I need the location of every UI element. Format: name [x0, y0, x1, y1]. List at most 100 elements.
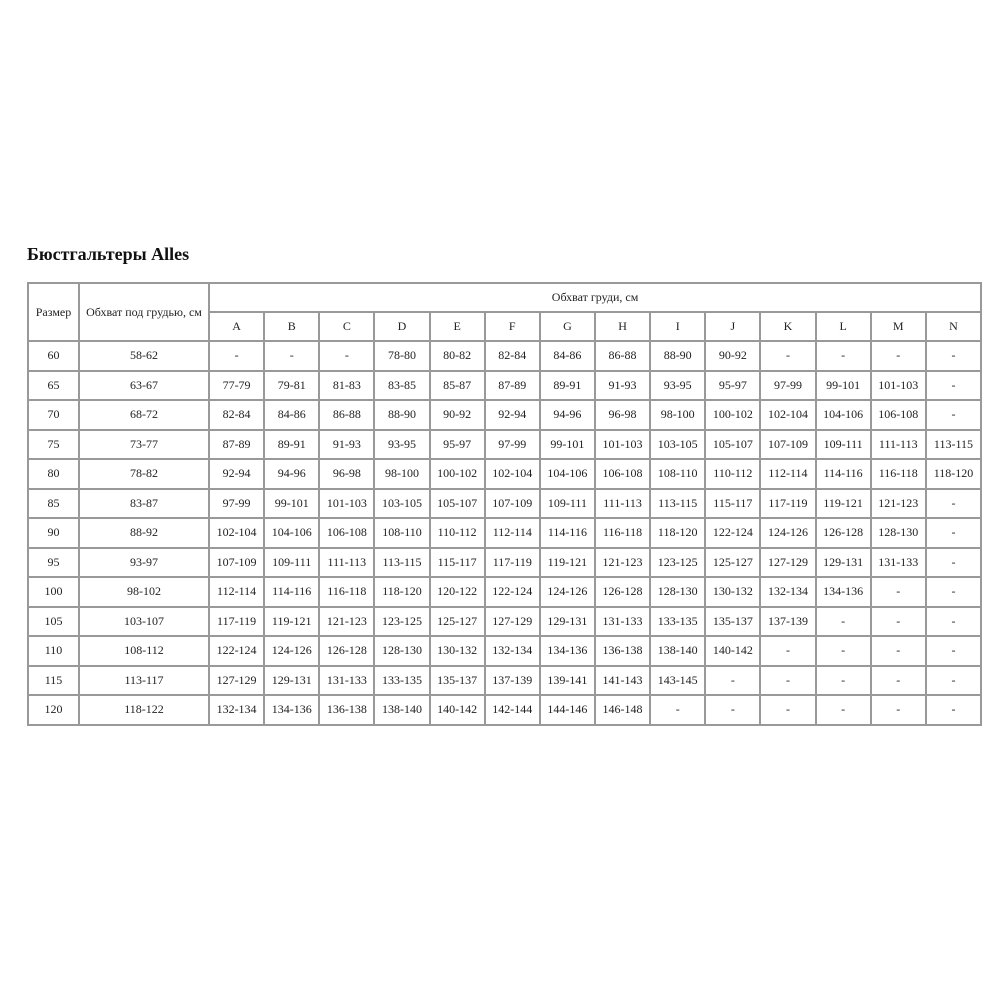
cell-bust-k: 112-114 — [759, 458, 817, 490]
table-row: 90 88-92 102-104 104-106 106-108 108-110 110-1… — [27, 517, 983, 549]
cell-bust-m: - — [869, 340, 927, 372]
cell-bust-j: 110-112 — [704, 458, 762, 490]
cell-bust-f: 92-94 — [483, 399, 541, 431]
cell-bust-j: 140-142 — [704, 635, 762, 667]
header-cup-i: I — [649, 311, 707, 342]
size-chart-table: Размер Обхват под грудью, см Обхват груд… — [27, 282, 983, 726]
cell-underbust: 83-87 — [78, 487, 210, 519]
cell-bust-a: 102-104 — [207, 517, 266, 549]
cell-underbust: 63-67 — [78, 369, 210, 401]
cell-bust-a: 77-79 — [207, 369, 266, 401]
header-cup-n: N — [924, 311, 983, 342]
cell-bust-i: 88-90 — [649, 340, 707, 372]
cell-bust-i: - — [649, 694, 707, 726]
cell-bust-j: 115-117 — [704, 487, 762, 519]
cell-bust-c: 121-123 — [318, 605, 376, 637]
cell-bust-b: - — [263, 340, 321, 372]
cell-bust-b: 79-81 — [263, 369, 321, 401]
cell-bust-k: 132-134 — [759, 576, 817, 608]
cell-bust-n: - — [924, 576, 983, 608]
cell-size: 115 — [27, 664, 80, 696]
cell-bust-k: - — [759, 340, 817, 372]
cell-bust-i: 123-125 — [649, 546, 707, 578]
table-row: 115 113-117 127-129 129-131 131-133 133-135 13… — [27, 664, 983, 696]
cell-bust-e: 105-107 — [428, 487, 486, 519]
cell-bust-k: 102-104 — [759, 399, 817, 431]
cell-bust-n: - — [924, 340, 983, 372]
cell-underbust: 88-92 — [78, 517, 210, 549]
cell-bust-n: - — [924, 635, 983, 667]
cell-bust-i: 93-95 — [649, 369, 707, 401]
header-bust: Обхват груди, см — [207, 282, 983, 313]
header-cup-l: L — [814, 311, 872, 342]
cell-bust-f: 102-104 — [483, 458, 541, 490]
cell-bust-g: 114-116 — [538, 517, 596, 549]
cell-bust-n: 118-120 — [924, 458, 983, 490]
cell-bust-f: 112-114 — [483, 517, 541, 549]
cell-bust-a: 112-114 — [207, 576, 266, 608]
cell-bust-f: 142-144 — [483, 694, 541, 726]
header-cup-h: H — [593, 311, 652, 342]
table-body: 60 58-62- - -78-80 80-82 82-84 84-86 86-88 88-90… — [27, 340, 983, 726]
cell-bust-e: 110-112 — [428, 517, 486, 549]
cell-bust-k: 127-129 — [759, 546, 817, 578]
cell-bust-g: 99-101 — [538, 428, 596, 460]
cell-bust-d: 128-130 — [373, 635, 431, 667]
cell-bust-l: - — [814, 664, 872, 696]
cell-bust-c: 101-103 — [318, 487, 376, 519]
cell-bust-b: 94-96 — [263, 458, 321, 490]
cell-bust-d: 88-90 — [373, 399, 431, 431]
cell-bust-i: 103-105 — [649, 428, 707, 460]
cell-bust-d: 78-80 — [373, 340, 431, 372]
cell-bust-a: 132-134 — [207, 694, 266, 726]
cell-underbust: 68-72 — [78, 399, 210, 431]
cell-bust-d: 108-110 — [373, 517, 431, 549]
cell-bust-n: - — [924, 664, 983, 696]
cell-bust-h: 91-93 — [593, 369, 652, 401]
cell-bust-j: 100-102 — [704, 399, 762, 431]
cell-bust-l: 114-116 — [814, 458, 872, 490]
header-cup-j: J — [704, 311, 762, 342]
cell-bust-g: 89-91 — [538, 369, 596, 401]
cell-bust-e: 140-142 — [428, 694, 486, 726]
cell-bust-j: 130-132 — [704, 576, 762, 608]
cell-bust-h: 121-123 — [593, 546, 652, 578]
cell-bust-c: 126-128 — [318, 635, 376, 667]
cell-bust-l: 104-106 — [814, 399, 872, 431]
cell-bust-f: 107-109 — [483, 487, 541, 519]
cell-size: 105 — [27, 605, 80, 637]
cell-bust-b: 124-126 — [263, 635, 321, 667]
cell-bust-d: 83-85 — [373, 369, 431, 401]
cell-underbust: 118-122 — [78, 694, 210, 726]
cell-bust-d: 118-120 — [373, 576, 431, 608]
cell-bust-i: 128-130 — [649, 576, 707, 608]
cell-bust-h: 96-98 — [593, 399, 652, 431]
cell-underbust: 108-112 — [78, 635, 210, 667]
cell-size: 110 — [27, 635, 80, 667]
cell-bust-c: 111-113 — [318, 546, 376, 578]
cell-size: 90 — [27, 517, 80, 549]
cell-bust-g: 84-86 — [538, 340, 596, 372]
cell-bust-f: 122-124 — [483, 576, 541, 608]
header-underbust: Обхват под грудью, см — [78, 282, 210, 342]
cell-bust-n: - — [924, 546, 983, 578]
cell-bust-m: - — [869, 694, 927, 726]
cell-bust-k: - — [759, 694, 817, 726]
cell-bust-m: 121-123 — [869, 487, 927, 519]
cell-bust-i: 143-145 — [649, 664, 707, 696]
cell-bust-g: 94-96 — [538, 399, 596, 431]
cell-underbust: 113-117 — [78, 664, 210, 696]
cell-bust-k: - — [759, 635, 817, 667]
cell-bust-i: 133-135 — [649, 605, 707, 637]
cell-bust-e: 130-132 — [428, 635, 486, 667]
cell-bust-l: - — [814, 340, 872, 372]
table-row: 75 73-77 87-89 89-91 91-93 93-95 95-97 97-99 99-… — [27, 428, 983, 460]
cell-bust-h: 146-148 — [593, 694, 652, 726]
table-row: 95 93-97 107-109 109-111 111-113 113-115 115-1… — [27, 546, 983, 578]
cell-size: 75 — [27, 428, 80, 460]
cell-bust-h: 116-118 — [593, 517, 652, 549]
cell-bust-d: 133-135 — [373, 664, 431, 696]
cell-bust-d: 98-100 — [373, 458, 431, 490]
cell-bust-b: 114-116 — [263, 576, 321, 608]
cell-bust-a: 87-89 — [207, 428, 266, 460]
